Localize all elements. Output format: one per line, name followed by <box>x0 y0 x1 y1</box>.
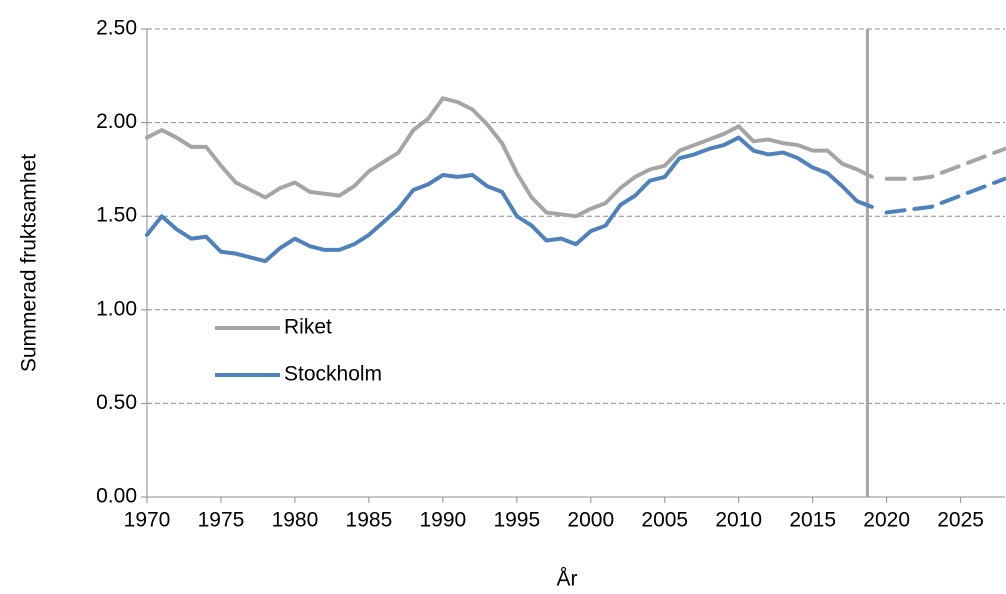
x-tick-label: 1980 <box>272 509 319 532</box>
x-tick-label: 2005 <box>641 509 688 532</box>
x-tick-label: 1970 <box>124 509 171 532</box>
x-tick-label: 2000 <box>567 509 614 532</box>
y-tick-label: 2.00 <box>96 110 137 133</box>
series-line <box>145 135 874 264</box>
x-tick-label: 2025 <box>937 509 984 532</box>
x-tick-label: 1975 <box>198 509 245 532</box>
forecast-line <box>884 146 1006 181</box>
y-tick-label: 0.50 <box>96 391 137 414</box>
y-tick-label: 1.50 <box>96 204 137 227</box>
y-tick-label: 0.00 <box>96 485 137 508</box>
forecast-line <box>884 176 1006 215</box>
y-axis-label: Summerad fruktsamhet <box>18 154 41 372</box>
x-tick-label: 1990 <box>420 509 467 532</box>
x-tick-label: 1985 <box>346 509 393 532</box>
y-tick-label: 1.00 <box>96 297 137 320</box>
series-line <box>145 96 874 219</box>
x-tick-label: 2015 <box>789 509 836 532</box>
legend-label: Riket <box>284 316 332 339</box>
y-tick-label: 2.50 <box>96 17 137 40</box>
x-tick-label: 2010 <box>715 509 762 532</box>
x-tick-label: 1995 <box>493 509 540 532</box>
x-axis-label: År <box>557 568 578 591</box>
legend-label: Stockholm <box>284 363 382 386</box>
x-tick-label: 2020 <box>863 509 910 532</box>
